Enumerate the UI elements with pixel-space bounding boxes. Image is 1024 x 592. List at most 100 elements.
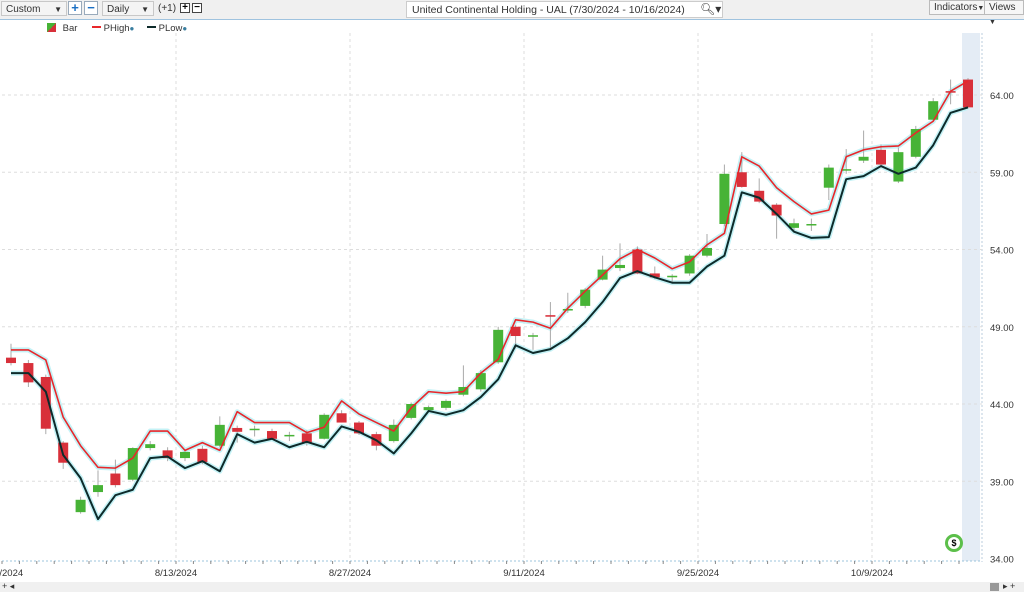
candle-body	[841, 169, 852, 171]
y-tick-label: 54.00	[990, 246, 1014, 257]
candle-body	[301, 433, 312, 443]
settings-dot-icon[interactable]: ●	[129, 24, 135, 33]
range-select[interactable]: Custom ▼	[1, 1, 67, 16]
candle	[406, 402, 417, 420]
candle-body	[858, 156, 869, 161]
line-swatch-icon	[92, 26, 101, 28]
candle	[615, 243, 625, 272]
chevron-down-icon: ▼	[989, 19, 996, 26]
legend-plow[interactable]: PLow●	[147, 23, 187, 34]
candle-body	[580, 289, 591, 306]
candle-body	[93, 485, 103, 493]
candle-body	[180, 451, 190, 459]
dollar-signal-icon[interactable]: $	[945, 534, 963, 552]
horizontal-scrollbar[interactable]: + ◂ ▸ +	[0, 581, 1024, 592]
candle-body	[615, 264, 625, 269]
candle-body	[197, 448, 208, 462]
candle	[754, 178, 765, 204]
candle	[180, 450, 190, 462]
legend-phigh[interactable]: PHigh●	[92, 23, 134, 34]
candle	[789, 218, 799, 231]
candle	[267, 428, 277, 440]
legend-label: PLow	[158, 23, 183, 34]
candle	[719, 164, 730, 227]
series-glow-phigh	[11, 78, 970, 471]
candle	[632, 246, 643, 275]
search-icon[interactable]: 🔍︎▾	[700, 2, 722, 16]
badge-text: $	[951, 538, 957, 548]
line-swatch-icon	[147, 26, 156, 28]
candle-body	[702, 247, 712, 256]
candle	[858, 130, 869, 163]
series-line-plow	[11, 106, 969, 521]
candle	[928, 98, 939, 122]
candle-body	[493, 329, 504, 363]
candle-body	[771, 204, 782, 216]
candle-body	[284, 434, 295, 437]
candle-body	[876, 149, 886, 165]
settings-dot-icon[interactable]: ●	[182, 24, 188, 33]
candle	[441, 399, 451, 411]
candle-body	[806, 224, 817, 226]
candle-body	[354, 422, 364, 434]
series-line-phigh	[11, 80, 969, 469]
scroll-thumb[interactable]	[990, 583, 999, 591]
candle	[214, 416, 225, 448]
y-tick-label: 49.00	[990, 323, 1014, 334]
candle-body	[75, 499, 86, 513]
offset-label: (+1)	[158, 3, 177, 14]
offset-minus-button[interactable]: −	[192, 3, 202, 13]
scroll-right-icon[interactable]: ▸ +	[1003, 581, 1016, 591]
candle-body	[893, 152, 904, 182]
candle-body	[162, 450, 173, 459]
candle	[841, 149, 852, 174]
candle-body	[528, 335, 538, 337]
y-tick-label: 64.00	[990, 91, 1014, 102]
legend-bar[interactable]: Bar	[47, 23, 77, 34]
candle	[110, 459, 121, 488]
zoom-in-button[interactable]: +	[68, 1, 82, 15]
candle-body	[928, 101, 939, 120]
candle	[249, 425, 260, 437]
candle	[806, 218, 817, 231]
candle-body	[684, 255, 695, 274]
candle	[145, 441, 156, 451]
candle-body	[545, 315, 556, 317]
current-bar-highlight	[962, 33, 980, 561]
candle-body	[406, 404, 417, 418]
candle	[75, 496, 86, 514]
candle	[910, 125, 921, 159]
candle-body	[441, 400, 451, 408]
range-select-value: Custom	[6, 4, 41, 15]
x-tick-label: 10/9/2024	[851, 568, 893, 579]
legend-label: PHigh	[103, 23, 130, 34]
candle	[684, 254, 695, 276]
symbol-title-field[interactable]: United Continental Holding - UAL (7/30/2…	[406, 1, 723, 18]
chevron-down-icon: ▼	[141, 5, 149, 14]
interval-select[interactable]: Daily ▼	[102, 1, 154, 16]
x-tick-label: 7/30/2024	[0, 568, 23, 579]
candle	[162, 447, 173, 462]
candle	[40, 374, 51, 435]
x-tick-label: 9/25/2024	[677, 568, 719, 579]
candle	[823, 164, 834, 201]
indicators-label: Indicators	[934, 2, 978, 13]
candle-body	[267, 431, 277, 439]
candle	[127, 447, 138, 482]
y-tick-label: 39.00	[990, 477, 1014, 488]
scroll-left-icon[interactable]: + ◂	[2, 581, 15, 591]
y-tick-label: 44.00	[990, 400, 1014, 411]
candle	[93, 470, 103, 497]
candle	[963, 78, 973, 108]
candle	[771, 203, 782, 239]
candle-body	[336, 413, 347, 423]
candle-body	[562, 308, 573, 311]
offset-plus-button[interactable]: +	[180, 3, 190, 13]
candle-body	[736, 172, 747, 187]
zoom-out-button[interactable]: −	[84, 1, 98, 15]
views-label: Views	[989, 2, 1016, 13]
y-tick-label: 59.00	[990, 168, 1014, 179]
candle	[6, 343, 16, 366]
interval-select-value: Daily	[107, 4, 130, 15]
